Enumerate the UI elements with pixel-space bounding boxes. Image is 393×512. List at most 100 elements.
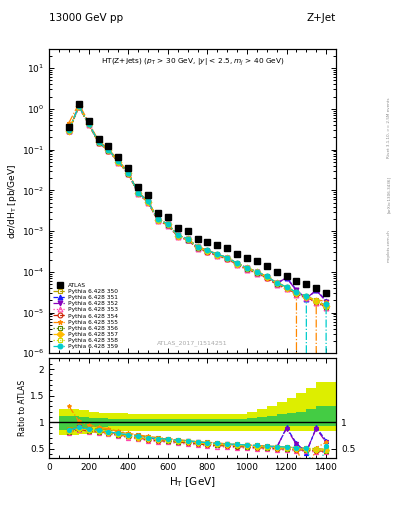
Pythia 6.428 356 (235, 261, 239, 267)
Pythia 6.428 353 (86, 121, 91, 127)
Pythia 6.428 357 (205, 248, 210, 254)
Pythia 6.428 358 (284, 284, 289, 290)
ATLAS (324, 290, 329, 296)
Pythia 6.428 350 (136, 189, 141, 195)
ATLAS (195, 236, 200, 242)
Pythia 6.428 359 (324, 301, 329, 307)
Pythia 6.428 358 (264, 274, 269, 280)
Pythia 6.428 354 (215, 252, 220, 259)
Pythia 6.428 356 (274, 281, 279, 287)
Pythia 6.428 351 (156, 217, 160, 223)
Text: HT(Z+jets) ($p_\mathrm{T}$ > 30 GeV, $|y|$ < 2.5, $m_j$ > 40 GeV): HT(Z+jets) ($p_\mathrm{T}$ > 30 GeV, $|y… (101, 56, 285, 68)
ATLAS (156, 210, 160, 216)
Text: Z+Jet: Z+Jet (307, 13, 336, 23)
Pythia 6.428 356 (106, 147, 111, 154)
Pythia 6.428 358 (156, 217, 160, 223)
Pythia 6.428 350 (284, 284, 289, 290)
Pythia 6.428 358 (195, 244, 200, 250)
Pythia 6.428 356 (185, 237, 190, 243)
ATLAS (165, 214, 170, 220)
Text: mcplots.cern.ch: mcplots.cern.ch (387, 229, 391, 262)
Pythia 6.428 357 (136, 190, 141, 196)
Pythia 6.428 355 (235, 260, 239, 266)
Pythia 6.428 352 (66, 127, 71, 134)
Pythia 6.428 355 (77, 101, 81, 107)
Pythia 6.428 354 (195, 245, 200, 251)
Pythia 6.428 356 (244, 266, 249, 272)
Pythia 6.428 357 (324, 304, 329, 310)
Pythia 6.428 358 (185, 236, 190, 242)
Pythia 6.428 351 (274, 281, 279, 287)
Pythia 6.428 354 (235, 262, 239, 268)
Pythia 6.428 359 (304, 293, 309, 299)
Pythia 6.428 352 (205, 248, 210, 254)
Pythia 6.428 356 (195, 245, 200, 251)
Pythia 6.428 356 (175, 233, 180, 239)
Pythia 6.428 359 (106, 147, 111, 153)
Pythia 6.428 351 (225, 255, 230, 262)
Pythia 6.428 350 (274, 280, 279, 286)
Pythia 6.428 356 (225, 255, 230, 262)
Pythia 6.428 355 (156, 216, 160, 222)
Pythia 6.428 354 (106, 147, 111, 154)
Pythia 6.428 356 (314, 298, 319, 305)
Pythia 6.428 351 (304, 296, 309, 303)
Line: Pythia 6.428 350: Pythia 6.428 350 (66, 103, 329, 308)
Pythia 6.428 358 (205, 248, 210, 254)
Pythia 6.428 356 (136, 190, 141, 197)
Text: [arXiv:1306.3436]: [arXiv:1306.3436] (387, 176, 391, 213)
Pythia 6.428 353 (274, 282, 279, 288)
Pythia 6.428 353 (175, 234, 180, 240)
Pythia 6.428 354 (116, 159, 121, 165)
Pythia 6.428 358 (314, 297, 319, 304)
Pythia 6.428 359 (126, 170, 130, 176)
Y-axis label: Ratio to ATLAS: Ratio to ATLAS (18, 380, 27, 436)
Text: ATLAS_2017_I1514251: ATLAS_2017_I1514251 (157, 340, 228, 346)
Pythia 6.428 352 (324, 298, 329, 305)
ATLAS (126, 165, 130, 171)
Pythia 6.428 359 (274, 280, 279, 286)
Pythia 6.428 357 (185, 236, 190, 242)
Pythia 6.428 359 (264, 273, 269, 280)
Pythia 6.428 356 (96, 140, 101, 146)
Pythia 6.428 353 (244, 267, 249, 273)
Pythia 6.428 351 (146, 199, 151, 205)
Pythia 6.428 351 (244, 266, 249, 272)
Pythia 6.428 354 (324, 304, 329, 310)
ATLAS (66, 124, 71, 131)
Pythia 6.428 355 (165, 221, 170, 227)
ATLAS (96, 136, 101, 142)
Pythia 6.428 358 (304, 293, 309, 300)
Pythia 6.428 358 (294, 290, 299, 296)
Pythia 6.428 351 (175, 233, 180, 239)
Pythia 6.428 358 (77, 103, 81, 110)
Pythia 6.428 358 (235, 261, 239, 267)
Pythia 6.428 352 (244, 265, 249, 271)
Pythia 6.428 357 (235, 261, 239, 267)
Pythia 6.428 355 (205, 247, 210, 253)
Pythia 6.428 352 (284, 275, 289, 281)
Pythia 6.428 350 (215, 251, 220, 258)
Pythia 6.428 359 (146, 198, 151, 204)
X-axis label: H$_\mathrm{T}$ [GeV]: H$_\mathrm{T}$ [GeV] (169, 475, 216, 488)
Pythia 6.428 350 (244, 265, 249, 271)
Pythia 6.428 356 (215, 252, 220, 258)
Pythia 6.428 350 (225, 254, 230, 261)
Pythia 6.428 356 (116, 159, 121, 165)
Pythia 6.428 352 (146, 199, 151, 205)
Pythia 6.428 356 (304, 294, 309, 300)
Pythia 6.428 357 (96, 139, 101, 145)
Pythia 6.428 352 (235, 261, 239, 267)
Line: Pythia 6.428 356: Pythia 6.428 356 (66, 104, 329, 309)
Pythia 6.428 357 (165, 221, 170, 227)
Pythia 6.428 354 (304, 294, 309, 301)
Pythia 6.428 352 (274, 280, 279, 286)
Pythia 6.428 353 (136, 191, 141, 197)
Pythia 6.428 355 (66, 120, 71, 126)
Pythia 6.428 353 (77, 104, 81, 110)
Pythia 6.428 354 (175, 233, 180, 239)
Pythia 6.428 350 (195, 244, 200, 250)
Pythia 6.428 352 (294, 287, 299, 293)
Pythia 6.428 357 (314, 298, 319, 304)
Pythia 6.428 358 (146, 199, 151, 205)
